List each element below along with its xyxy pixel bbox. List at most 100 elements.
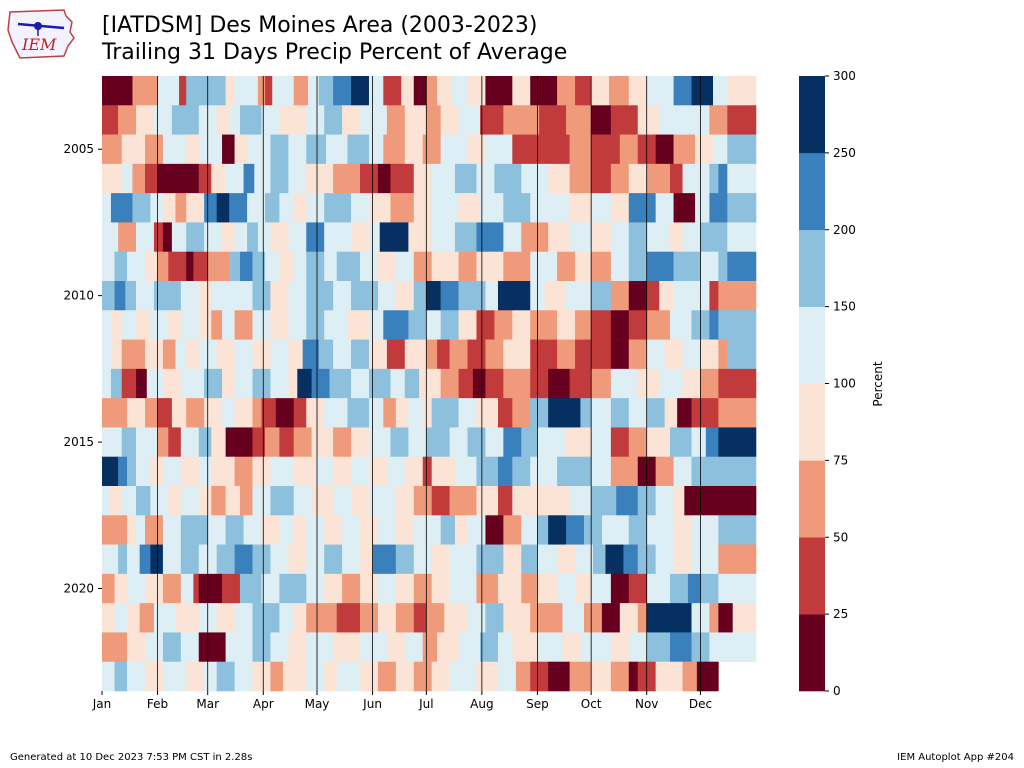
x-tick-label-Apr: Apr — [253, 697, 274, 711]
heatmap-cell-2008-20 — [136, 222, 155, 253]
heatmap-cell-2004-115 — [306, 105, 325, 135]
heatmap-cell-2009-295 — [628, 251, 647, 282]
colorbar-tick-label-300: 300 — [833, 69, 856, 83]
heatmap-cell-2003-255 — [557, 76, 576, 106]
heatmap-cell-2005-244 — [537, 134, 570, 165]
heatmap-cell-2013-85 — [252, 368, 271, 399]
heatmap-cell-2009-175 — [413, 251, 432, 282]
heatmap-cell-2011-12 — [121, 310, 137, 340]
heatmap-cell-2018-250 — [548, 515, 567, 545]
heatmap-cell-2005-230 — [512, 134, 538, 165]
heatmap-cell-2013-110 — [297, 368, 312, 399]
heatmap-cell-2019-282 — [605, 544, 624, 575]
heatmap-cell-2007-108 — [293, 193, 307, 223]
heatmap-cell-2014-115 — [306, 398, 325, 428]
heatmap-cell-2013-20 — [136, 368, 148, 399]
heatmap-cell-2007-310 — [655, 193, 674, 223]
heatmap-cell-2013-95 — [270, 368, 289, 399]
heatmap-cell-2008-150 — [368, 222, 381, 253]
heatmap-cell-2004-274 — [591, 105, 612, 135]
heatmap-cell-2015-285 — [610, 427, 630, 458]
heatmap-cell-2007-150 — [368, 193, 391, 223]
colorbar-label: Percent — [871, 361, 885, 406]
heatmap-cell-2015-318 — [669, 427, 692, 458]
heatmap-cell-2020-255 — [557, 573, 576, 604]
heatmap-cell-2012-255 — [557, 339, 576, 370]
heatmap-cell-2018-260 — [566, 515, 585, 545]
heatmap-cell-2011-68 — [222, 310, 235, 340]
heatmap-cell-2012-48 — [186, 339, 200, 370]
heatmap-cell-2015-330 — [691, 427, 707, 458]
heatmap-cell-2022-170 — [404, 632, 424, 663]
heatmap-cell-2009-32 — [157, 251, 169, 282]
heatmap-cell-2012-325 — [682, 339, 701, 370]
heatmap-cell-2013-128 — [329, 368, 352, 399]
heatmap-cell-2015-1 — [102, 427, 123, 458]
heatmap-cell-2021-85 — [252, 603, 280, 633]
heatmap-cell-2008-250 — [548, 222, 570, 253]
heatmap-cell-2022-268 — [580, 632, 612, 663]
heatmap-cell-2007-274 — [591, 193, 612, 223]
heatmap-cell-2021-145 — [360, 603, 379, 633]
heatmap-cell-2022-305 — [646, 632, 671, 663]
heatmap-cell-2015-338 — [705, 427, 719, 458]
heatmap-cell-2015-295 — [628, 427, 647, 458]
heatmap-cell-2008-140 — [351, 222, 370, 253]
heatmap-cell-2019-195 — [449, 544, 477, 575]
heatmap-cell-2011-45 — [180, 310, 200, 340]
x-tick-label-Jun: Jun — [362, 697, 382, 711]
heatmap-cell-2012-105 — [288, 339, 303, 370]
heatmap-cell-2022-45 — [180, 632, 200, 663]
heatmap-cell-2012-305 — [646, 339, 665, 370]
heatmap-cell-2017-320 — [673, 486, 685, 516]
heatmap-cell-2014-330 — [691, 398, 719, 428]
heatmap-cell-2012-182 — [426, 339, 438, 370]
heatmap-cell-2021-165 — [395, 603, 415, 633]
heatmap-cell-2023-85 — [252, 661, 271, 692]
heatmap-cell-2010-274 — [591, 281, 612, 311]
heatmap-cell-2005-332 — [695, 134, 714, 165]
heatmap-cell-2019-28 — [150, 544, 164, 575]
heatmap-cell-2005-215 — [485, 134, 513, 165]
heatmap-cell-2017-20 — [136, 486, 151, 516]
heatmap-cell-2009-210 — [476, 251, 504, 282]
colorbar-segment-4 — [799, 306, 825, 384]
heatmap-cell-2021-132 — [336, 603, 361, 633]
heatmap-cell-2015-172 — [408, 427, 427, 458]
heatmap-cell-2012-188 — [437, 339, 450, 370]
heatmap-cell-2004-90 — [261, 105, 280, 135]
heatmap-cell-2019-310 — [655, 544, 674, 575]
heatmap-cell-2020-15 — [127, 573, 146, 604]
heatmap-cell-2018-175 — [413, 515, 441, 545]
heatmap-cell-2013-190 — [440, 368, 459, 399]
heatmap-cell-2011-125 — [324, 310, 348, 340]
heatmap-cell-2009-100 — [279, 251, 295, 282]
heatmap-cell-2007-340 — [709, 193, 728, 223]
heatmap-cell-2010-155 — [377, 281, 397, 311]
heatmap-cell-2010-8 — [114, 281, 126, 311]
heatmap-cell-2016-310 — [655, 456, 674, 487]
heatmap-cell-2006-235 — [521, 163, 549, 194]
heatmap-cell-2015-274 — [591, 427, 612, 458]
heatmap-cell-2006-198 — [454, 163, 477, 194]
colorbar-tick-label-75: 75 — [833, 453, 848, 467]
heatmap-cell-2008-68 — [222, 222, 235, 253]
heatmap-cell-2019-85 — [252, 544, 271, 575]
heatmap-cell-2012-160 — [386, 339, 406, 370]
heatmap-cell-2022-15 — [127, 632, 146, 663]
heatmap-cell-2022-160 — [386, 632, 406, 663]
heatmap-cell-2016-350 — [727, 456, 757, 487]
heatmap-cell-2019-275 — [592, 544, 606, 575]
heatmap-cell-2021-345 — [718, 603, 733, 633]
heatmap-cell-2012-295 — [628, 339, 647, 370]
heatmap-cell-2005-25 — [145, 134, 164, 165]
heatmap-cell-2018-215 — [485, 515, 504, 545]
heatmap-cell-2017-288 — [616, 486, 639, 516]
heatmap-cell-2011-240 — [530, 310, 558, 340]
heatmap-cell-2010-130 — [333, 281, 352, 311]
heatmap-cell-2003-330 — [691, 76, 714, 106]
heatmap-cell-2015-118 — [311, 427, 334, 458]
heatmap-cell-2017-274 — [591, 486, 617, 516]
heatmap-cell-2014-322 — [677, 398, 692, 428]
heatmap-cell-2004-100 — [279, 105, 307, 135]
